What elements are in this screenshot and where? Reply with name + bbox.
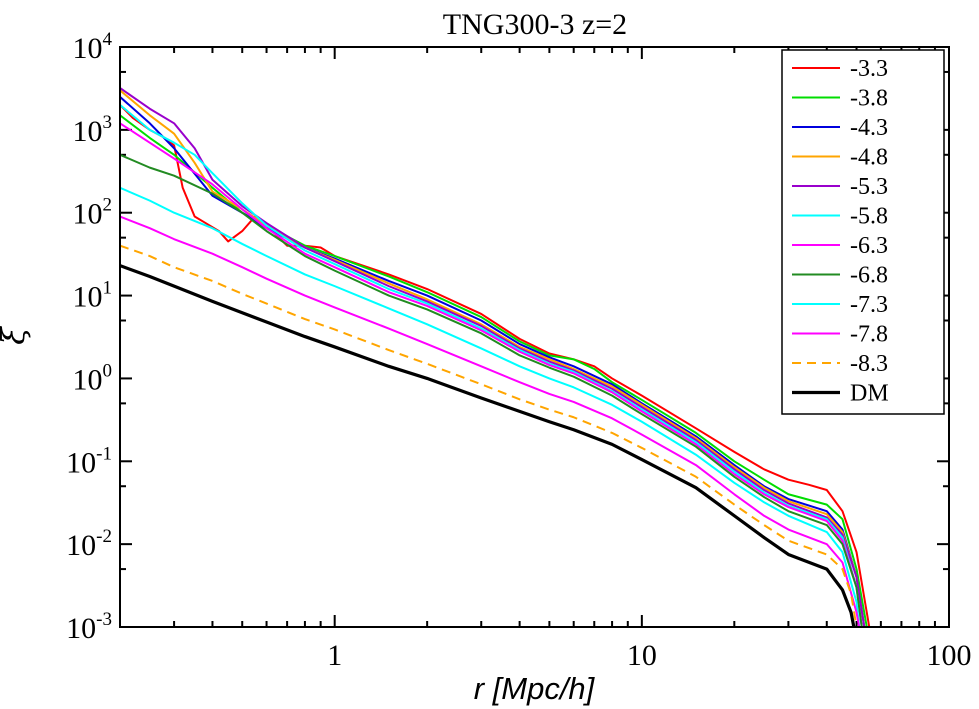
- y-tick-label: 10-2: [66, 526, 112, 562]
- y-tick-label: 101: [73, 278, 113, 314]
- y-tick-exponent: 3: [103, 112, 113, 133]
- legend-label: -7.8: [850, 322, 888, 348]
- legend-label: DM: [850, 381, 889, 407]
- y-tick-base: 10: [66, 446, 96, 479]
- y-axis-label: ξ: [0, 326, 32, 345]
- legend-label: -3.8: [850, 86, 888, 112]
- series-line-83: [120, 244, 858, 627]
- legend-box: [781, 49, 945, 415]
- legend-label: -4.8: [850, 145, 888, 171]
- x-tick-label: 10: [627, 639, 657, 672]
- y-tick-base: 10: [73, 32, 103, 65]
- y-tick-base: 10: [73, 363, 103, 396]
- x-axis-label: r [Mpc/h]: [474, 671, 596, 706]
- y-tick-base: 10: [73, 281, 103, 314]
- series-line-33: [120, 104, 871, 627]
- y-tick-label: 10-1: [66, 443, 112, 479]
- legend-label: -4.3: [850, 115, 888, 141]
- y-tick-base: 10: [66, 529, 96, 562]
- y-tick-label: 100: [73, 360, 113, 396]
- y-tick-exponent: -3: [96, 609, 112, 630]
- series-line-48: [120, 89, 866, 627]
- y-tick-exponent: 1: [103, 278, 113, 299]
- y-tick-exponent: -2: [96, 526, 112, 547]
- y-tick-exponent: 0: [103, 360, 113, 381]
- series-line-73: [120, 186, 861, 627]
- y-tick-exponent: 4: [103, 29, 113, 50]
- series-line-DM: [120, 264, 856, 627]
- legend-label: -3.3: [850, 56, 888, 82]
- legend: -3.3 -3.8 -4.3 -4.8 -5.3 -5.8 -6.3 -6.8 -7.3 -7.8…: [781, 49, 945, 415]
- y-tick-label: 102: [73, 195, 113, 231]
- y-tick-base: 10: [66, 612, 96, 645]
- plot-frame: [119, 46, 950, 628]
- legend-label: -5.8: [850, 204, 888, 230]
- y-tick-base: 10: [73, 198, 103, 231]
- legend-label: -6.8: [850, 263, 888, 289]
- series-group: [120, 87, 871, 627]
- y-tick-base: 10: [73, 115, 103, 148]
- x-tick-label: 1: [327, 639, 342, 672]
- legend-label: -7.3: [850, 292, 888, 318]
- y-tick-label: 104: [73, 29, 113, 65]
- x-tick-label: 100: [927, 639, 972, 672]
- series-line-58: [120, 104, 863, 627]
- series-line-68: [120, 153, 863, 627]
- legend-label: -8.3: [850, 351, 888, 377]
- legend-label: -6.3: [850, 233, 888, 259]
- series-line-53: [120, 87, 866, 627]
- series-line-43: [120, 96, 866, 627]
- y-tick-label: 10-3: [66, 609, 112, 645]
- y-tick-exponent: -1: [96, 443, 112, 464]
- chart-title: TNG300-3 z=2: [443, 8, 627, 41]
- y-tick-label: 103: [73, 112, 113, 148]
- series-line-63: [120, 122, 863, 627]
- series-line-78: [120, 215, 861, 627]
- y-tick-exponent: 2: [103, 195, 113, 216]
- legend-label: -5.3: [850, 174, 888, 200]
